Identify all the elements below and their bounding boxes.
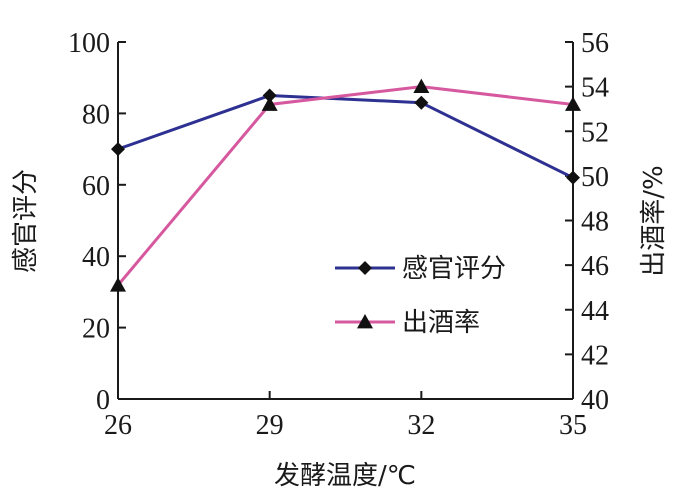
x-axis-title: 发酵温度/℃ <box>274 461 416 491</box>
left-y-axis-title: 感官评分 <box>11 169 41 273</box>
left-y-tick-label: 80 <box>82 99 110 130</box>
left-y-tick-label: 0 <box>96 385 110 416</box>
left-y-tick-label: 40 <box>82 242 110 273</box>
triangle-marker <box>261 96 278 111</box>
diamond-marker <box>111 142 125 157</box>
ticks: 0 20 40 60 80 100 40 42 44 46 48 50 52 54 56 26 29 32 35 <box>68 28 609 441</box>
x-tick-label: 35 <box>559 410 587 441</box>
series-line <box>117 94 574 180</box>
legend-label: 感官评分 <box>402 254 506 284</box>
right-y-tick-label: 48 <box>581 207 609 238</box>
triangle-marker <box>565 96 581 111</box>
right-y-tick-label: 44 <box>581 296 609 327</box>
triangle-marker <box>110 277 126 292</box>
right-y-tick-label: 56 <box>581 28 609 59</box>
series-layer <box>110 78 581 292</box>
legend-diamond-marker <box>358 261 372 275</box>
diamond-marker <box>414 95 429 110</box>
right-y-tick-label: 50 <box>581 162 609 193</box>
x-tick-label: 29 <box>256 410 284 441</box>
diamond-marker <box>566 170 580 185</box>
x-tick-label: 32 <box>407 410 435 441</box>
left-y-tick-label: 60 <box>82 171 110 202</box>
left-y-tick-label: 100 <box>68 28 110 59</box>
legend-item: 出酒率 <box>335 308 480 338</box>
right-y-tick-label: 42 <box>581 340 609 371</box>
diamond-marker <box>262 88 277 103</box>
right-y-tick-label: 46 <box>581 251 609 282</box>
series-0 <box>111 88 580 185</box>
x-tick-label: 26 <box>104 410 132 441</box>
series-1 <box>110 78 581 292</box>
triangle-marker <box>413 78 430 94</box>
right-y-tick-label: 54 <box>581 73 609 104</box>
legend-label: 出酒率 <box>402 308 480 338</box>
legend-triangle-marker <box>357 314 373 329</box>
series-line <box>116 85 574 287</box>
right-y-tick-label: 40 <box>581 385 609 416</box>
right-y-tick-label: 52 <box>581 117 609 148</box>
left-y-tick-label: 20 <box>82 314 110 345</box>
legend-item: 感官评分 <box>335 254 506 284</box>
right-y-axis-title: 出酒率/% <box>639 165 669 276</box>
